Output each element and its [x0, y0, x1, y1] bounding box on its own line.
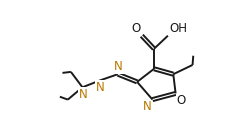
Text: O: O	[132, 22, 141, 35]
Text: O: O	[176, 94, 186, 107]
Text: N: N	[114, 60, 123, 73]
Text: OH: OH	[169, 22, 188, 35]
Text: N: N	[79, 88, 88, 101]
Text: N: N	[96, 81, 105, 94]
Text: N: N	[143, 100, 152, 113]
